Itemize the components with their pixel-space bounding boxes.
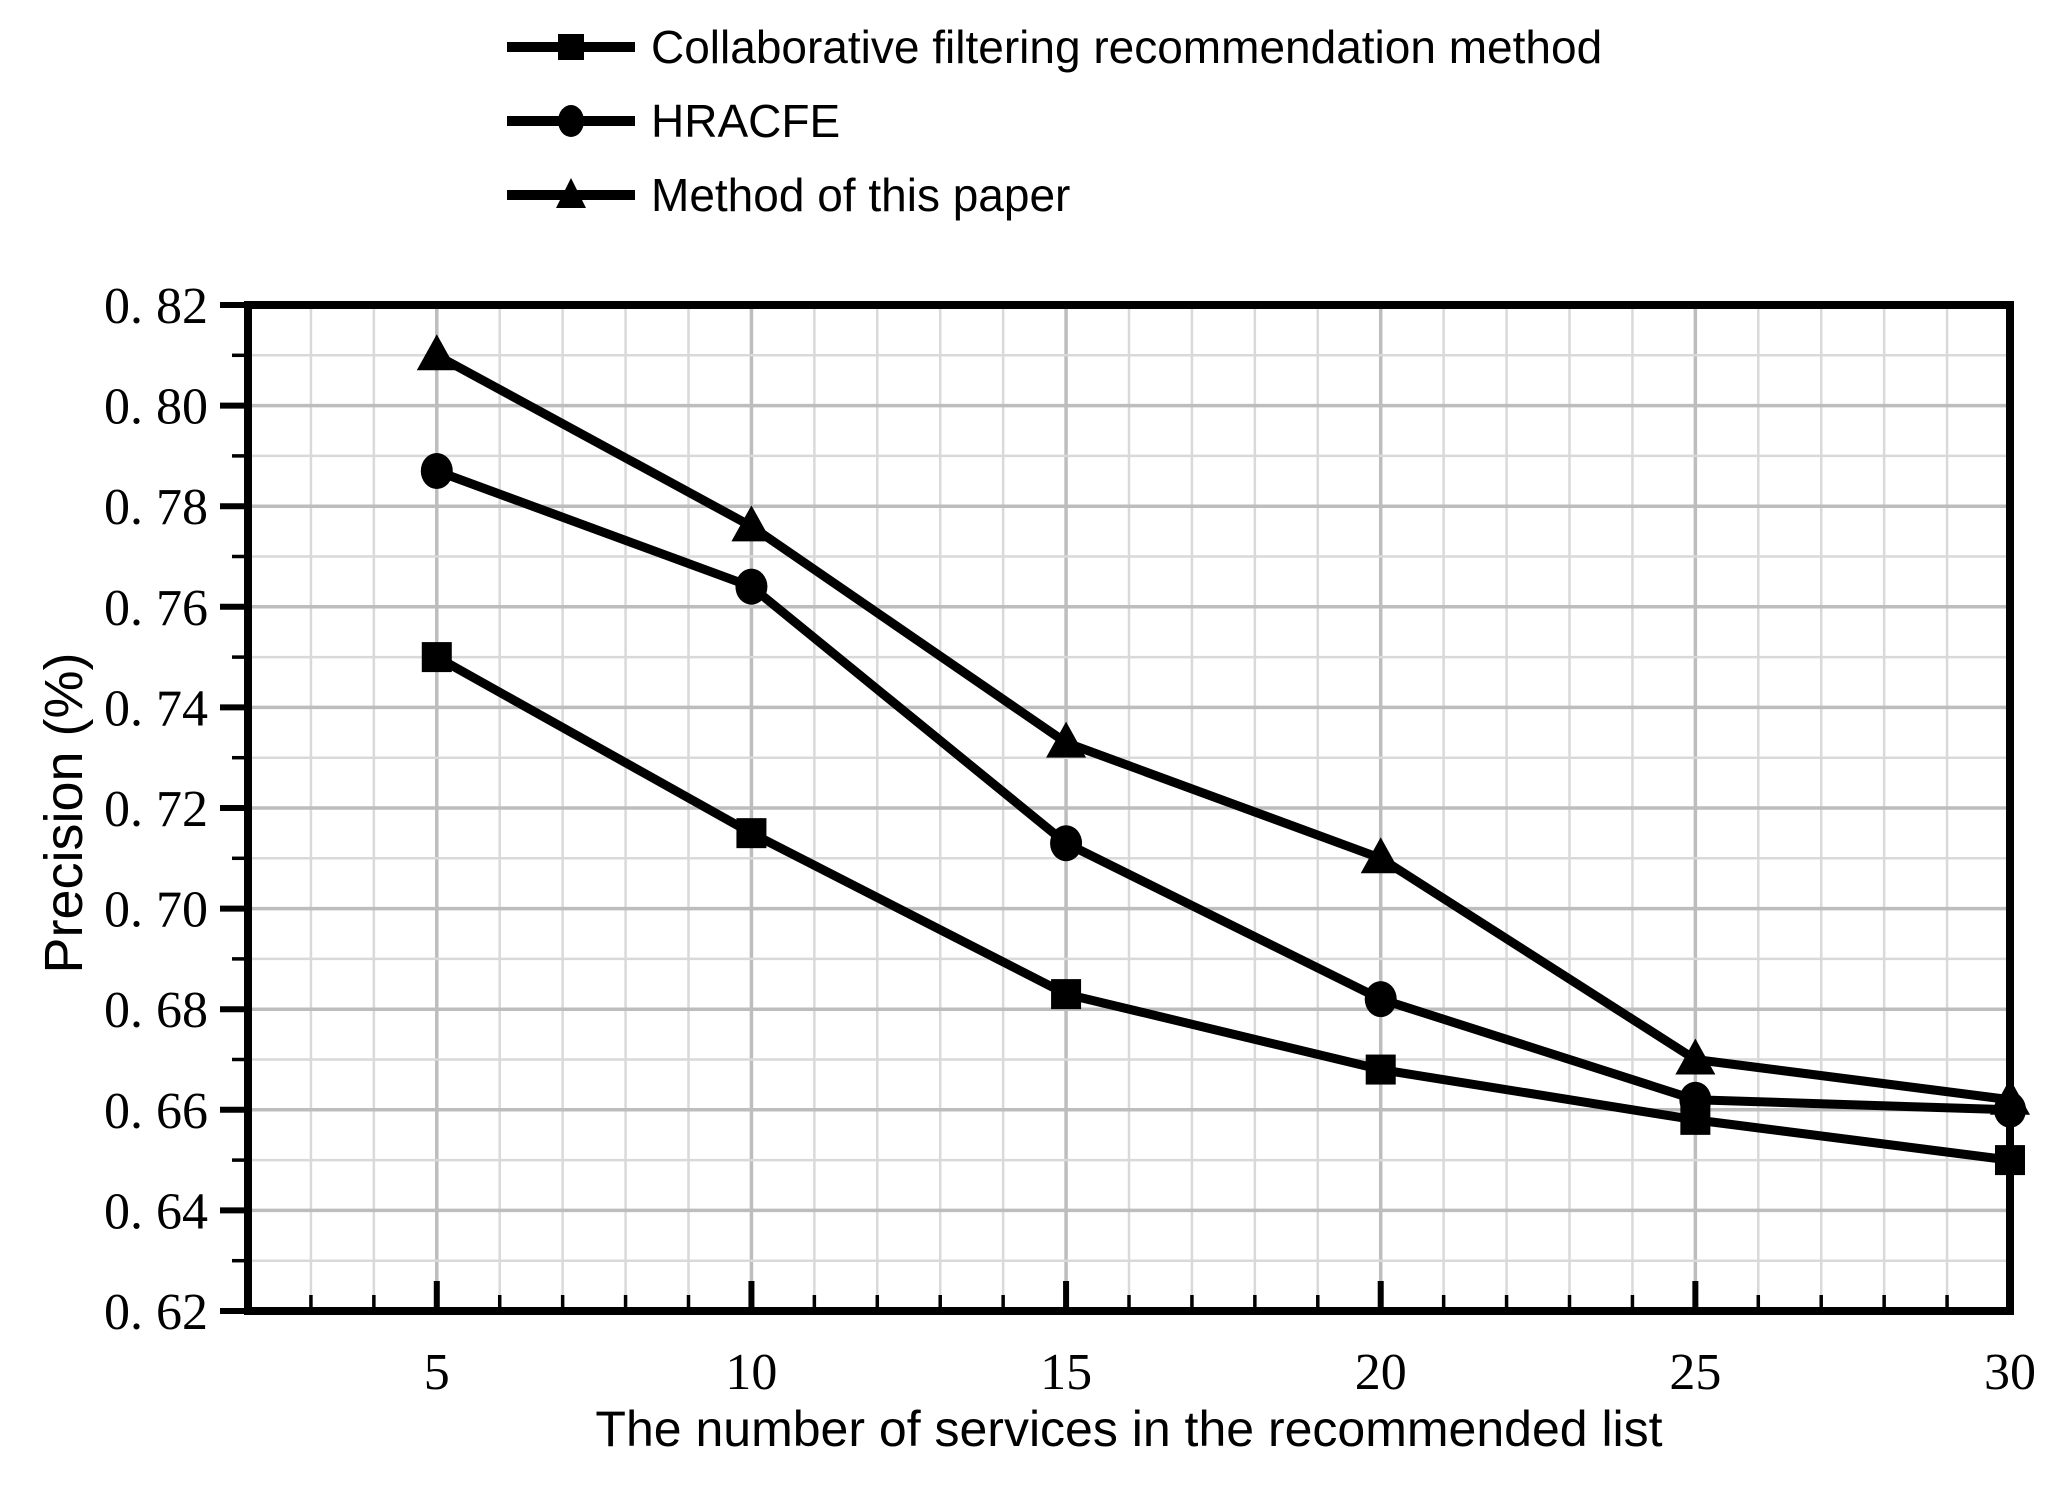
svg-text:10: 10 (725, 1344, 777, 1401)
svg-text:0. 80: 0. 80 (104, 379, 208, 436)
square-marker-line-icon (507, 34, 635, 60)
legend-item-method-of-this-paper: Method of this paper (505, 166, 1602, 224)
legend-label: Method of this paper (651, 169, 1071, 221)
svg-text:20: 20 (1355, 1344, 1407, 1401)
legend-item-collaborative-filtering: Collaborative filtering recommendation m… (505, 18, 1602, 76)
legend-label: HRACFE (651, 95, 841, 147)
y-axis-title: Precision (%) (34, 652, 94, 974)
svg-text:15: 15 (1040, 1344, 1092, 1401)
x-axis-title: The number of services in the recommende… (595, 1401, 1663, 1457)
svg-text:0. 62: 0. 62 (104, 1284, 208, 1341)
svg-text:25: 25 (1669, 1344, 1721, 1401)
svg-text:0. 72: 0. 72 (104, 781, 208, 838)
svg-text:0. 74: 0. 74 (104, 680, 208, 737)
svg-text:0. 66: 0. 66 (104, 1083, 208, 1140)
legend: Collaborative filtering recommendation m… (505, 18, 1602, 224)
svg-text:0. 68: 0. 68 (104, 982, 208, 1039)
svg-text:30: 30 (1984, 1344, 2036, 1401)
legend-label: Collaborative filtering recommendation m… (651, 21, 1603, 73)
circle-marker-line-icon (507, 105, 635, 137)
svg-text:5: 5 (424, 1344, 450, 1401)
svg-text:0. 76: 0. 76 (104, 580, 208, 637)
triangle-marker-line-icon (507, 178, 635, 208)
legend-item-hracfe: HRACFE (505, 92, 1602, 150)
svg-text:0. 82: 0. 82 (104, 278, 208, 335)
svg-text:0. 64: 0. 64 (104, 1183, 208, 1240)
svg-text:0. 70: 0. 70 (104, 882, 208, 939)
svg-text:0. 78: 0. 78 (104, 479, 208, 536)
